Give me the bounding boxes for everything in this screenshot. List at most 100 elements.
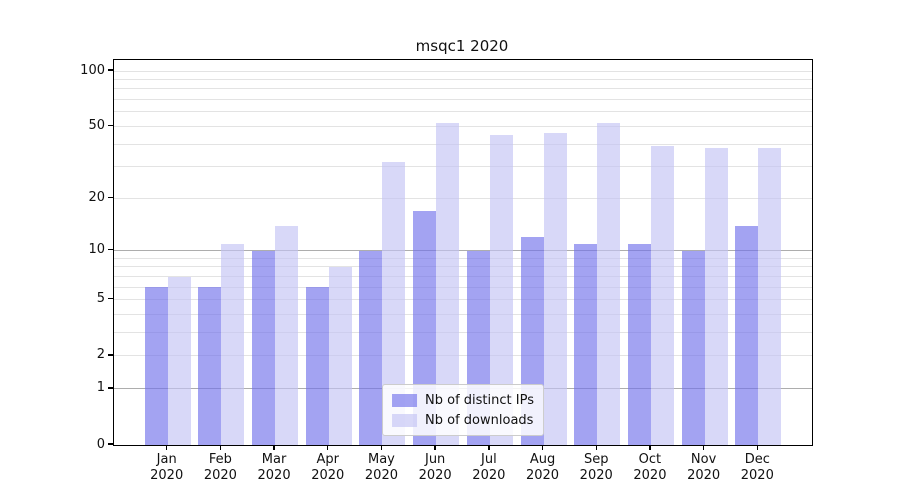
y-tick-label-10: 10 [88,242,105,258]
bar-nb-of-distinct-ips-feb [198,287,222,445]
x-tick-month: Nov [690,452,717,467]
x-tick-mark-dec [756,445,758,450]
minor-gridline-100 [114,70,812,72]
gridlines-layer [114,60,812,445]
legend: Nb of distinct IPs Nb of downloads [382,384,544,436]
y-tick-mark-5 [108,298,113,300]
y-tick-mark-20 [108,196,113,198]
bar-nb-of-downloads-jul [489,134,513,445]
x-tick-mark-feb [219,445,222,450]
y-tick-mark-10 [108,248,113,251]
x-tick-label-aug: Aug 2020 [508,452,578,484]
y-tick-mark-0 [108,443,113,445]
minor-gridline-2 [114,355,812,357]
minor-gridline-50 [114,125,812,127]
y-tick-mark-2 [108,354,113,356]
y-tick-label-50: 50 [88,117,105,133]
legend-label-0: Nb of distinct IPs [425,392,534,408]
minor-gridline-3 [114,332,812,334]
x-tick-year: 2020 [633,468,667,483]
x-tick-month: Jun [424,452,446,467]
x-tick-mark-mar [273,445,275,450]
minor-gridline-20 [114,197,812,199]
x-tick-month: Mar [261,452,287,467]
x-tick-mark-jul [488,445,490,450]
x-tick-label-may: May 2020 [346,452,416,484]
x-tick-mark-jun [434,445,436,450]
bar-nb-of-distinct-ips-nov [681,250,705,445]
chart-title: msqc1 2020 [415,37,509,55]
y-tick-label-100: 100 [80,62,105,78]
bar-nb-of-downloads-mar [275,225,299,445]
bar-nb-of-downloads-apr [328,266,352,445]
x-tick-label-jan: Jan 2020 [132,452,202,484]
x-tick-year: 2020 [311,468,345,483]
y-tick-mark-1 [108,387,113,389]
x-tick-mark-jan [165,445,168,450]
legend-item-0: Nb of distinct IPs [392,390,534,410]
x-tick-month: Jan [156,452,177,467]
legend-item-1: Nb of downloads [392,410,534,430]
x-tick-mark-oct [649,445,651,450]
bar-nb-of-downloads-feb [221,243,245,445]
x-tick-month: Dec [744,452,770,467]
x-tick-mark-aug [541,445,544,450]
x-tick-month: Aug [529,452,556,467]
bar-nb-of-downloads-jan [167,276,191,445]
bar-nb-of-distinct-ips-mar [252,250,276,445]
x-tick-month: Apr [316,452,340,467]
x-tick-month: Jul [481,452,497,467]
bar-nb-of-downloads-may [382,161,406,445]
major-gridline-10 [114,250,812,252]
x-tick-year: 2020 [740,468,774,483]
bar-nb-of-downloads-aug [543,133,567,445]
x-tick-label-oct: Oct 2020 [615,452,685,484]
minor-gridline-40 [114,143,812,145]
x-tick-mark-nov [702,445,705,450]
legend-swatch-1 [392,413,418,427]
bar-nb-of-downloads-dec [758,148,782,445]
x-tick-year: 2020 [364,468,398,483]
x-tick-label-jun: Jun 2020 [400,452,470,484]
x-tick-label-jul: Jul 2020 [454,452,524,484]
y-tick-label-5: 5 [96,291,105,307]
minor-gridline-4 [114,314,812,316]
y-tick-label-2: 2 [96,347,105,363]
minor-gridline-8 [114,266,812,268]
plot-area: Nb of distinct IPs Nb of downloads [113,59,813,446]
bar-nb-of-distinct-ips-oct [627,243,651,445]
minor-gridline-70 [114,99,812,101]
x-tick-label-nov: Nov 2020 [669,452,739,484]
x-tick-year: 2020 [150,468,184,483]
bar-nb-of-distinct-ips-sep [574,243,598,445]
x-tick-month: May [368,452,395,467]
minor-gridline-9 [114,257,812,259]
bar-nb-of-distinct-ips-dec [735,225,759,445]
bar-nb-of-distinct-ips-may [359,250,383,445]
x-tick-year: 2020 [579,468,613,483]
bar-nb-of-distinct-ips-apr [305,287,329,445]
bar-nb-of-distinct-ips-jan [144,287,168,445]
x-tick-year: 2020 [257,468,291,483]
x-tick-year: 2020 [687,468,721,483]
x-tick-mark-may [380,445,383,450]
x-tick-year: 2020 [472,468,506,483]
minor-gridline-90 [114,78,812,80]
minor-gridline-5 [114,299,812,301]
x-tick-year: 2020 [418,468,452,483]
x-tick-year: 2020 [203,468,237,483]
x-tick-month: Feb [208,452,232,467]
x-tick-mark-apr [327,445,329,450]
x-tick-month: Sep [583,452,609,467]
y-tick-label-0: 0 [96,436,105,452]
minor-gridline-80 [114,88,812,90]
bar-nb-of-downloads-oct [650,146,674,445]
legend-label-1: Nb of downloads [425,412,534,428]
x-tick-label-sep: Sep 2020 [561,452,631,484]
x-tick-label-mar: Mar 2020 [239,452,309,484]
minor-gridline-7 [114,275,812,277]
minor-gridline-6 [114,286,812,288]
bar-nb-of-downloads-jun [436,123,460,445]
x-tick-label-apr: Apr 2020 [293,452,363,484]
